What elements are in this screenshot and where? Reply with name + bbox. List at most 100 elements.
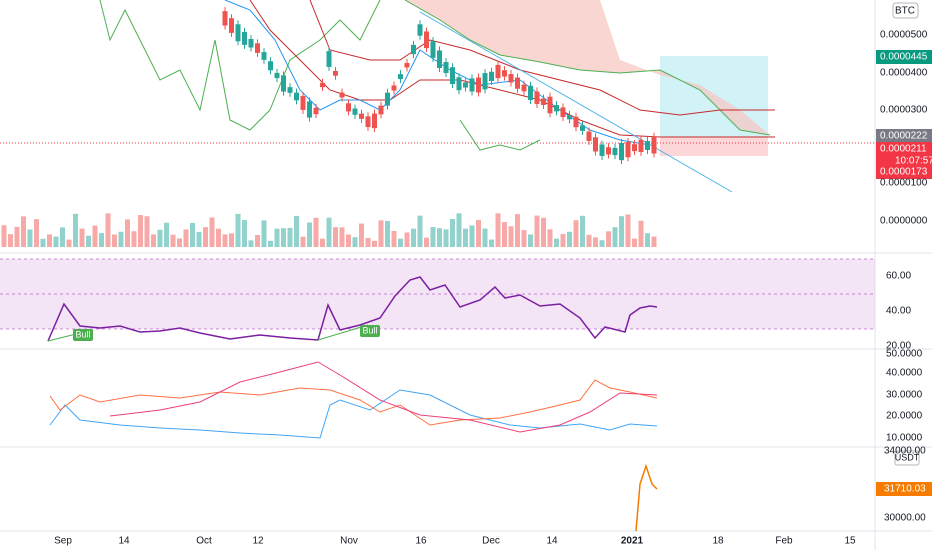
dmi-label: 40.0000 [886,368,923,379]
candle [300,96,306,110]
time-label: Oct [196,536,212,547]
volume-bar [261,220,267,247]
volume-bar [21,216,26,247]
time-label: Nov [340,536,358,547]
candle [365,116,371,128]
price-label: 0.0000500 [880,30,928,41]
volume-bar [508,226,514,247]
candle [385,92,390,106]
volume-bar [411,228,416,247]
candle [261,52,267,60]
candle [235,24,241,42]
candle [437,50,442,69]
candle [482,73,488,90]
volume-bar [196,231,202,247]
unit: BTC [895,6,915,17]
candle [430,41,436,58]
volume-bar [53,236,59,247]
candle [651,136,657,154]
candle [222,11,228,26]
usdt-label: 30000.00 [884,513,926,524]
rsi-label: 60.00 [886,271,911,282]
signal-box [360,325,380,337]
rsi-label: 40.00 [886,306,911,317]
candle [567,114,572,120]
volume-bar [281,228,286,247]
dmi-plus [49,389,658,439]
lagging-line-2 [459,119,541,151]
volume-bar [528,234,533,247]
volume-bar [352,237,358,247]
candle [495,64,501,79]
candle [287,87,293,93]
candle [268,61,273,71]
volume-bar [86,235,91,247]
volume-bar [619,216,624,247]
volume-bar [385,220,390,247]
candle [255,43,260,53]
candle [378,105,384,115]
volume-bar [313,217,319,247]
time-label: 12 [252,536,264,547]
volume-bar [612,227,618,247]
badge-label: 0.0000211 [880,144,927,155]
volume-bar [294,215,299,247]
volume-bar [573,220,579,247]
time-label: Dec [482,536,500,547]
candle [612,147,618,156]
volume-bar [144,216,150,247]
volume-bar [66,239,72,247]
candle [593,137,598,152]
candle [547,96,553,114]
dmi-minus [49,379,658,426]
rsi-band [0,259,875,329]
candle [391,85,397,91]
volume-bar [534,215,540,247]
volume-bar [14,226,20,247]
candle [326,51,332,67]
unit: USDT [895,452,920,462]
candles [222,7,657,165]
rsi-line [47,276,658,342]
badge-label: 31710.03 [884,484,926,495]
volume-bar [287,227,293,247]
volume-bar [391,230,397,247]
rsi-label: 20.00 [886,341,911,352]
volume-bar [255,234,260,247]
time-label: 14 [118,536,130,547]
candle [476,77,481,93]
candle [424,31,429,49]
volume-bar [235,213,241,247]
volume-bar [79,228,85,247]
candle [638,139,644,153]
volume-bar [190,222,195,247]
cloud-line [404,0,771,136]
volume-bar [138,215,143,247]
volume-bar [372,240,377,247]
candle [528,85,533,101]
volume-bar [118,231,124,247]
volume-bar [469,225,475,247]
dmi-label: 30.0000 [886,390,923,401]
volume-bar [112,234,117,247]
candle [469,78,475,92]
candle [372,113,377,129]
time-label: Sep [54,536,72,547]
candle [541,98,546,105]
candle [229,18,234,33]
badge-label: 10:07:57 [895,156,932,167]
trend-line [419,11,733,193]
volume-bar [645,233,650,247]
lagging-line [99,0,381,131]
volume-bar [424,237,429,247]
unit-box [892,2,919,19]
volume-bar [437,228,442,247]
volume-bar [209,217,215,247]
volume-bar [216,228,221,247]
volume-bar [359,223,364,247]
baseline-2 [249,0,775,138]
volume-bar [248,240,254,247]
